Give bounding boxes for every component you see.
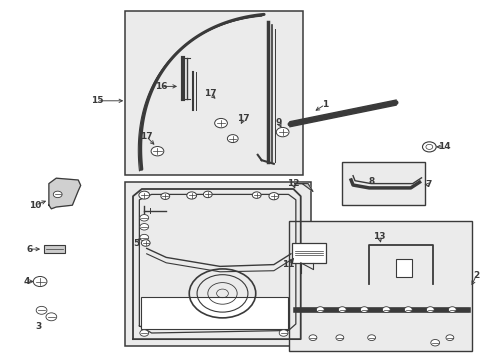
Circle shape (46, 313, 57, 321)
Text: 7: 7 (425, 180, 431, 189)
Circle shape (316, 307, 324, 312)
Circle shape (382, 307, 389, 312)
Text: 14: 14 (437, 143, 449, 152)
Bar (288, 221, 471, 351)
Text: 17: 17 (203, 89, 216, 98)
Text: 16: 16 (155, 82, 167, 91)
Circle shape (203, 191, 212, 198)
Circle shape (404, 307, 411, 312)
Bar (292, 243, 325, 263)
Circle shape (140, 224, 148, 230)
Bar (124, 182, 310, 346)
Circle shape (445, 335, 453, 341)
Circle shape (426, 307, 433, 312)
Bar (342, 162, 425, 205)
Circle shape (227, 135, 238, 143)
Text: 17: 17 (237, 114, 249, 123)
Text: 13: 13 (372, 233, 385, 241)
Text: 1: 1 (322, 100, 327, 109)
Circle shape (53, 191, 62, 198)
Text: 15: 15 (90, 96, 103, 105)
Text: 8: 8 (368, 177, 374, 186)
Circle shape (279, 330, 287, 336)
Text: 4: 4 (23, 277, 30, 286)
Circle shape (447, 307, 455, 312)
Circle shape (335, 335, 343, 341)
Text: 3: 3 (35, 323, 41, 331)
Bar (141, 297, 287, 329)
Text: 6: 6 (26, 245, 32, 253)
Circle shape (141, 240, 150, 246)
Circle shape (430, 339, 439, 346)
Polygon shape (49, 178, 81, 209)
Text: 12: 12 (286, 179, 299, 188)
Circle shape (338, 307, 346, 312)
Text: 2: 2 (472, 271, 478, 280)
Circle shape (252, 192, 261, 198)
Circle shape (151, 147, 163, 156)
Text: 11: 11 (282, 260, 294, 269)
Circle shape (140, 234, 148, 241)
Circle shape (276, 127, 288, 137)
Text: 5: 5 (133, 238, 139, 248)
Text: 17: 17 (140, 132, 153, 141)
Bar (44, 245, 64, 253)
Bar (395, 259, 411, 277)
Polygon shape (294, 184, 312, 192)
Circle shape (36, 306, 47, 314)
Circle shape (214, 118, 227, 128)
Circle shape (140, 330, 148, 336)
Circle shape (308, 335, 316, 341)
Circle shape (186, 192, 196, 199)
Circle shape (139, 191, 149, 199)
Circle shape (367, 335, 375, 341)
Circle shape (422, 142, 435, 152)
Text: 10: 10 (29, 201, 41, 210)
Circle shape (33, 276, 47, 287)
Text: 9: 9 (275, 118, 282, 127)
Bar (124, 11, 303, 175)
Circle shape (268, 193, 278, 200)
Circle shape (360, 307, 367, 312)
Circle shape (140, 215, 148, 221)
Circle shape (161, 193, 169, 199)
